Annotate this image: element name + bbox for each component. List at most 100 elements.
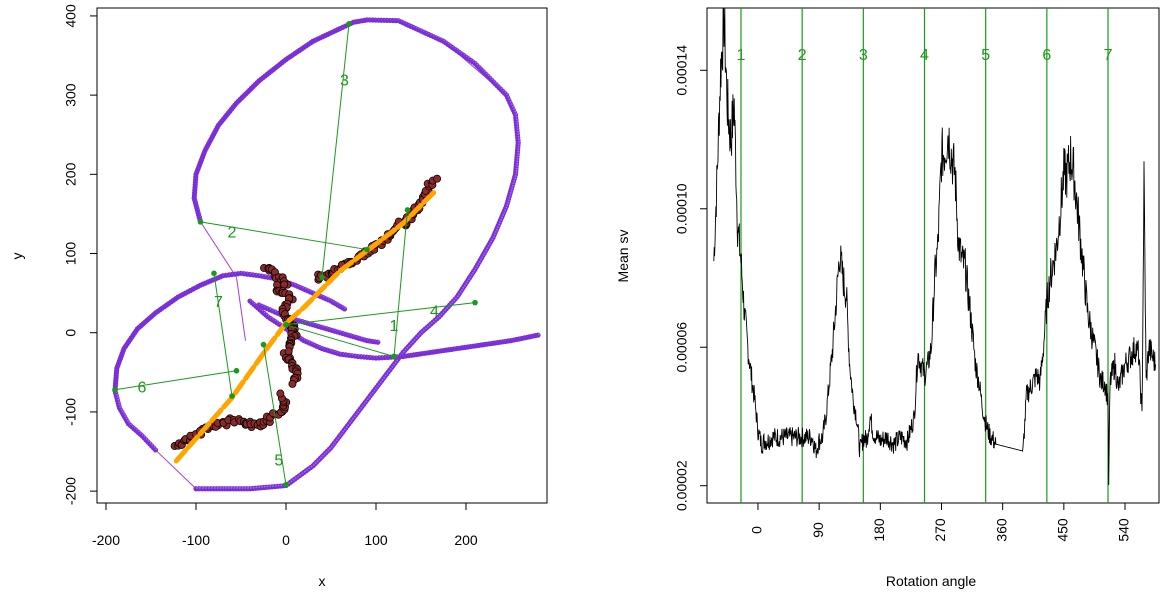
outer-curve-point-hi — [453, 299, 456, 302]
left-loop — [112, 270, 348, 394]
left-y-label: y — [9, 253, 25, 260]
right-x-tick-label: 0 — [749, 526, 765, 534]
outer-curve-point-hi — [252, 486, 255, 489]
outer-curve-point-hi — [510, 103, 513, 106]
outer-curve-point-hi — [343, 428, 346, 431]
outer-curve-point-hi — [511, 187, 514, 190]
outer-curve-point-hi — [516, 160, 519, 163]
outer-curve-point-hi — [236, 487, 238, 489]
segment-label: 1 — [390, 318, 399, 335]
left-x-tick-label: 200 — [454, 532, 478, 548]
right-y-tick-label: 0.00002 — [674, 460, 690, 511]
outer-curve-point-hi — [517, 153, 519, 155]
outer-curve-point-hi — [299, 473, 302, 476]
inner-short-point-hi — [377, 340, 380, 343]
segment-end — [233, 367, 240, 374]
outer-curve-point-hi — [238, 487, 241, 489]
outer-curve-point-hi — [360, 406, 363, 409]
outer-curve-point-hi — [272, 485, 274, 487]
outer-curve-point-hi — [516, 165, 518, 168]
outer-curve-point-hi — [301, 472, 304, 475]
left-y-tick-label: 0 — [63, 329, 79, 337]
outer-curve-point-hi — [384, 374, 387, 377]
inner-arc-point — [535, 332, 541, 338]
outer-curve-point-hi — [274, 484, 277, 487]
outer-curve-point-hi — [480, 258, 482, 261]
outer-curve-point-hi — [306, 469, 308, 471]
outer-curve-point-hi — [514, 175, 517, 177]
outer-curve-point-hi — [466, 280, 469, 283]
hull-edge — [200, 221, 237, 278]
outer-curve-point-hi — [340, 432, 343, 435]
outer-curve-point-hi — [378, 383, 381, 386]
fit-line — [173, 189, 437, 464]
outer-curve-point-hi — [511, 184, 514, 187]
outer-curve-point-hi — [487, 245, 490, 247]
outer-curve-point-hi — [506, 93, 509, 96]
outer-curve-point-hi — [310, 465, 313, 468]
outer-curve-point-hi — [515, 172, 518, 175]
left-x-label: x — [319, 573, 326, 589]
left-x-tick-label: -100 — [182, 532, 210, 548]
lower-loop-point-hi — [125, 417, 128, 420]
outer-curve-point-hi — [490, 240, 493, 243]
rotation-vline-label: 3 — [859, 47, 868, 64]
outer-curve-point-hi — [375, 387, 377, 390]
segment-line — [285, 302, 476, 326]
outer-curve-point-hi — [227, 487, 230, 489]
segment-end — [283, 481, 289, 488]
mean-sv-series — [713, 7, 1157, 486]
outer-curve-point-hi — [210, 487, 213, 489]
outer-curve-point-hi — [335, 439, 338, 442]
outer-curve-point-hi — [263, 485, 266, 488]
segment-line — [263, 344, 287, 485]
lower-loop-point-hi — [119, 406, 122, 409]
outer-curve-point-hi — [497, 226, 499, 229]
outer-curve-point-hi — [332, 443, 335, 446]
segment-end — [283, 322, 289, 328]
hull-edge — [155, 449, 197, 490]
outer-curve-point-hi — [494, 231, 497, 233]
left-y-tick-label: -100 — [63, 398, 79, 426]
outer-curve-point-hi — [499, 221, 501, 224]
outer-curve-point-hi — [513, 179, 516, 182]
outer-curve-point-hi — [463, 284, 466, 287]
outer-curve-point-hi — [357, 411, 359, 414]
segment-label: 4 — [430, 304, 439, 321]
right-y-tick-label: 0.00014 — [674, 45, 690, 96]
outer-curve-point — [193, 486, 199, 492]
outer-curve-point-hi — [517, 133, 520, 136]
segment-lines: 1 2 3 4 5 6 7 — [112, 21, 478, 488]
segment-line — [200, 221, 368, 251]
lower-loop-point-hi — [127, 419, 129, 422]
outer-curve-point-hi — [337, 437, 340, 440]
outer-curve-point-hi — [434, 318, 437, 321]
outer-curve-point-hi — [465, 282, 468, 285]
outer-curve-point-hi — [432, 320, 435, 323]
outer-curve — [191, 17, 521, 492]
right-y-axis: 0.00002 0.00006 0.00010 0.00014 — [674, 45, 707, 511]
outer-curve-point-hi — [294, 477, 297, 480]
outer-curve-point-hi — [483, 251, 486, 254]
trajectory-curves — [112, 17, 541, 492]
segment-line — [285, 324, 395, 357]
outer-curve-point-hi — [436, 316, 439, 319]
outer-curve-point-hi — [411, 340, 414, 343]
outer-curve-point-hi — [515, 115, 518, 118]
outer-curve-point-hi — [329, 447, 331, 450]
lower-loop-point-hi — [120, 408, 123, 411]
outer-curve-point-hi — [233, 487, 236, 489]
outer-curve-point-hi — [288, 482, 290, 485]
right-y-tick-label: 0.00006 — [674, 322, 690, 373]
outer-curve-point-hi — [410, 342, 412, 345]
outer-curve-point-hi — [502, 214, 505, 216]
left-y-tick-label: 300 — [63, 83, 79, 107]
outer-curve-point-hi — [456, 295, 459, 298]
outer-curve-point-hi — [509, 100, 512, 103]
lower-loop-point-hi — [121, 410, 124, 413]
outer-curve-point-hi — [244, 487, 247, 489]
outer-curve-point-hi — [507, 201, 509, 204]
outer-curve-point-hi — [515, 170, 518, 172]
segment-label: 6 — [138, 380, 147, 397]
left-y-axis: -200 -100 0 100 200 300 400 — [63, 4, 97, 505]
